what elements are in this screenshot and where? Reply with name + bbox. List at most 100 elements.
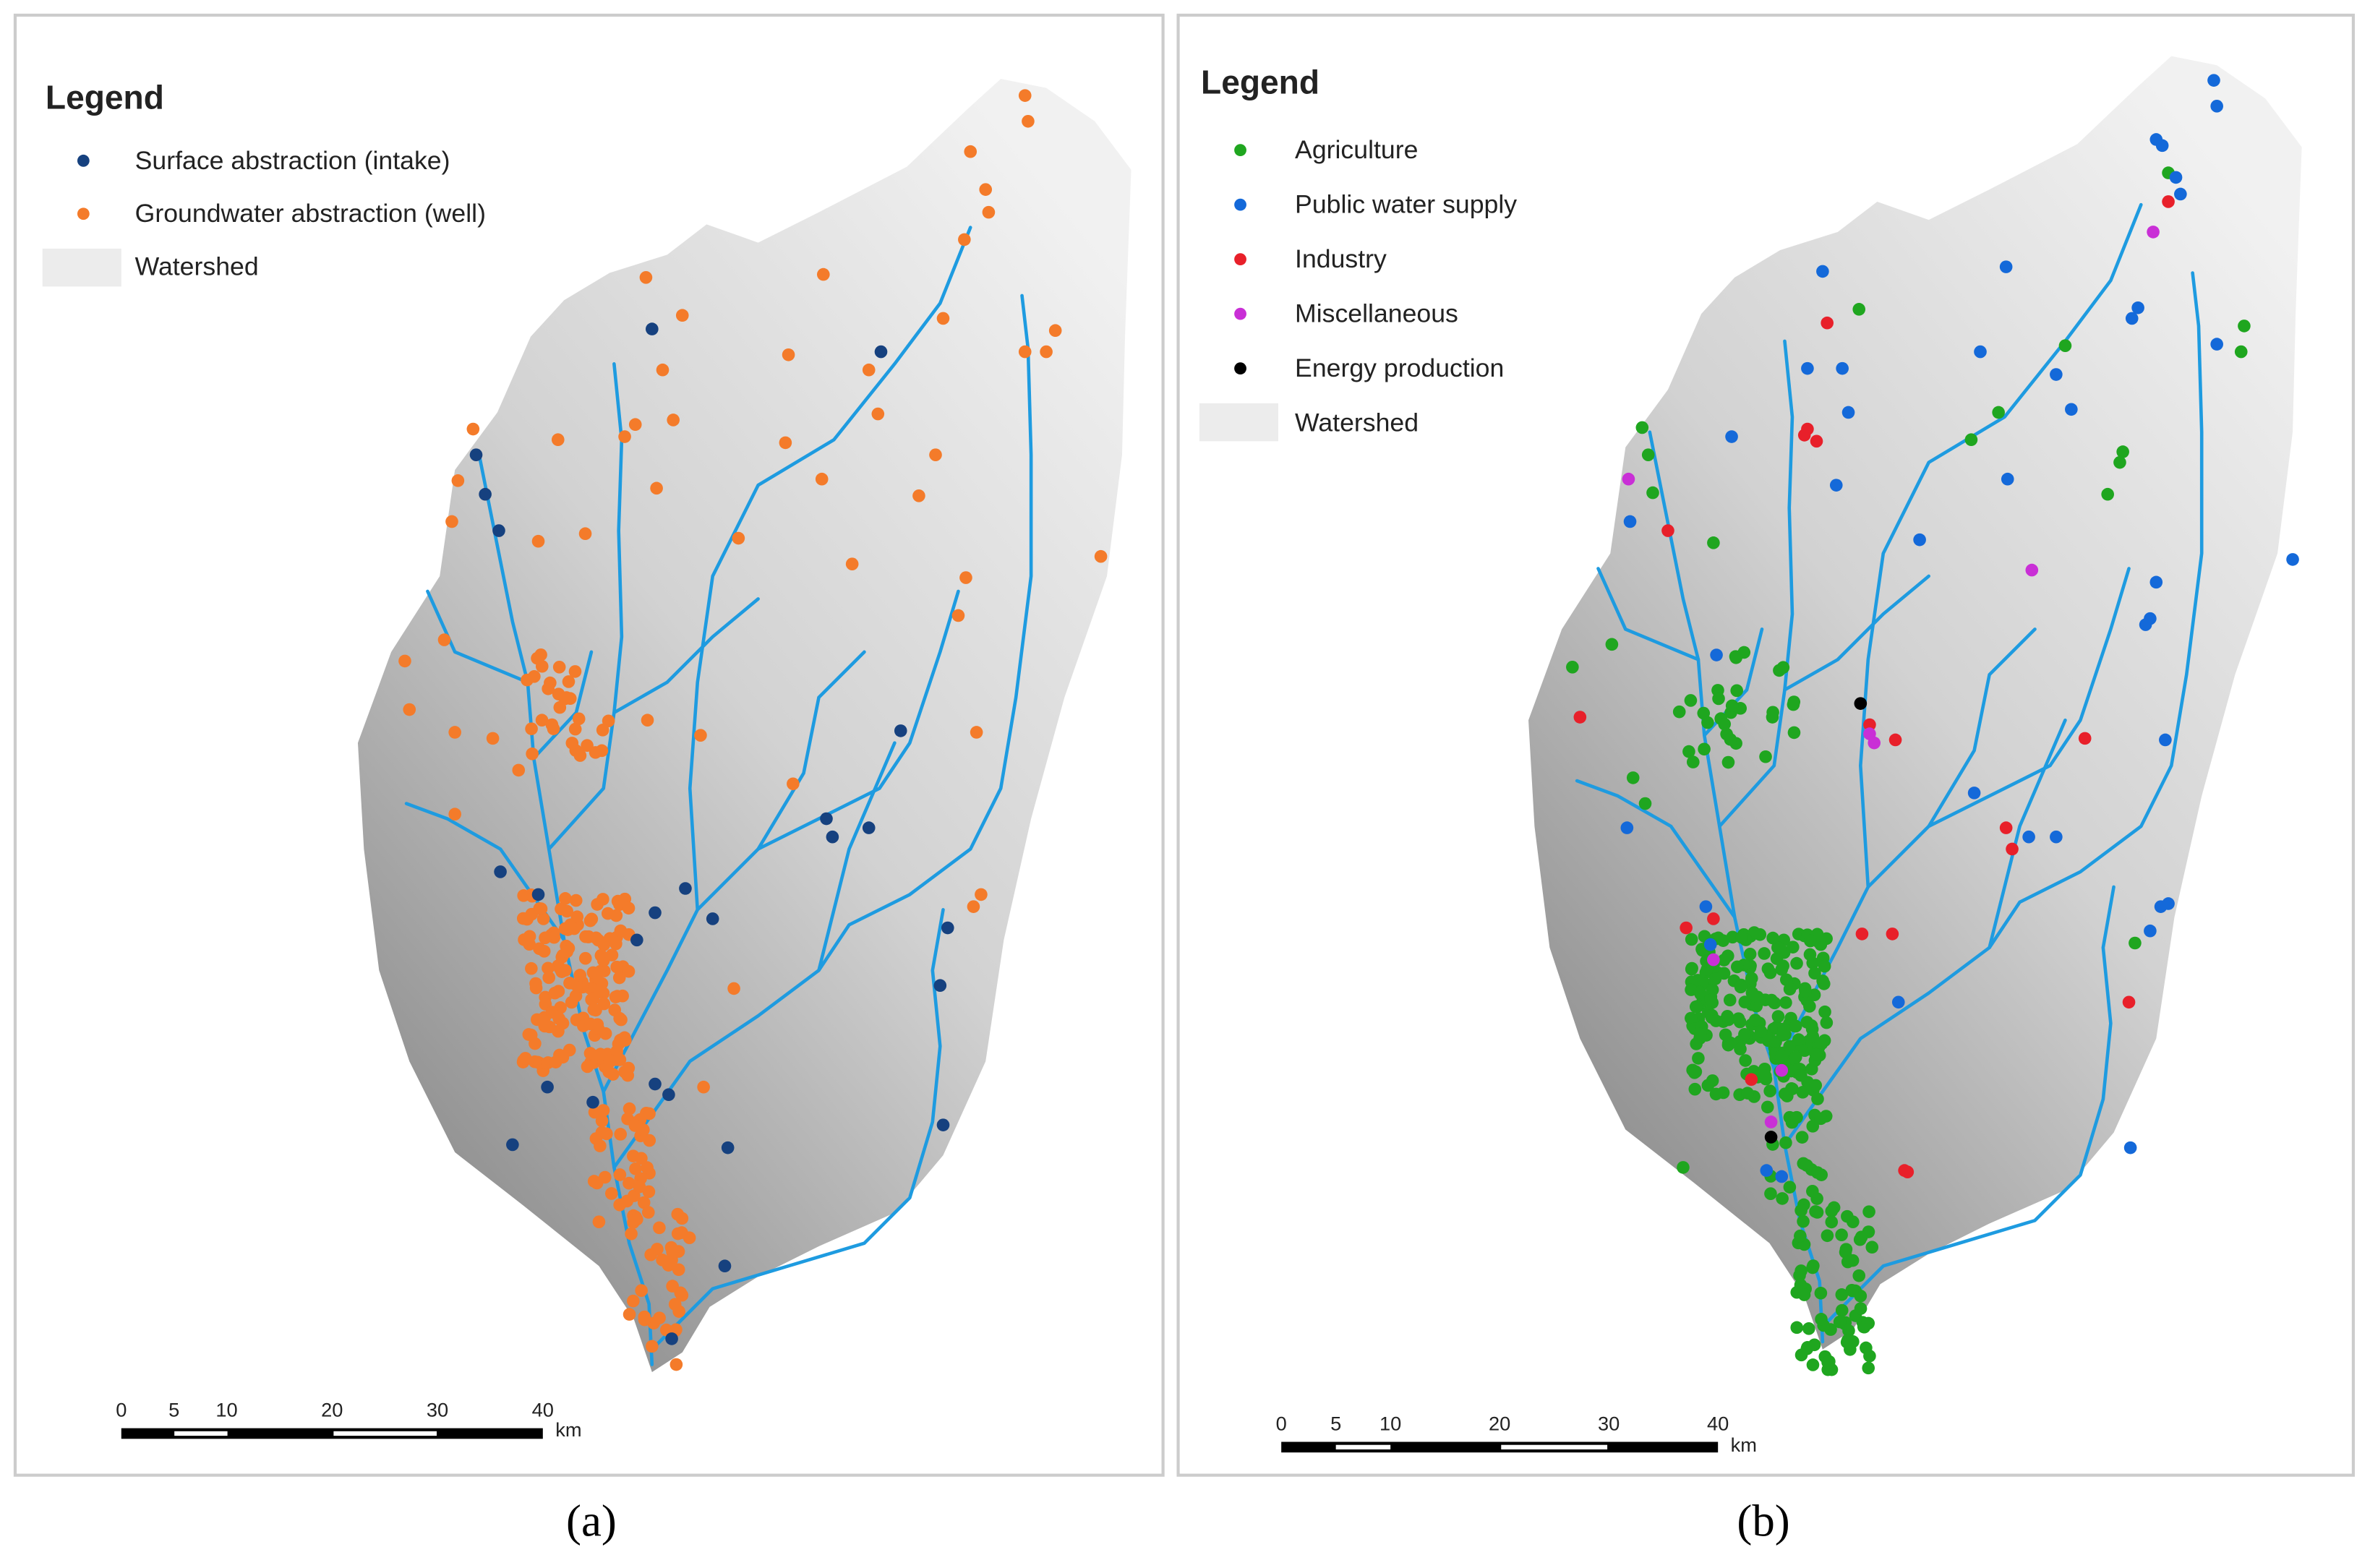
legend-item: Watershed <box>1295 408 1419 437</box>
map-point <box>2210 100 2223 113</box>
map-point <box>1818 1005 1831 1019</box>
map-point <box>536 912 550 925</box>
map-point <box>618 430 631 443</box>
map-point <box>2129 936 2142 950</box>
legend-symbol <box>77 207 90 220</box>
map-point <box>1855 927 1869 941</box>
map-point <box>535 714 549 727</box>
map-point <box>1693 1027 1707 1041</box>
legend-item: Industry <box>1295 244 1387 273</box>
map-point <box>486 732 500 745</box>
map-point <box>1040 345 1053 359</box>
map-point <box>1775 1170 1789 1183</box>
map-point <box>979 183 993 196</box>
point-layer <box>1566 74 2299 1376</box>
map-point <box>1800 1016 1814 1029</box>
map-point <box>1717 954 1731 967</box>
map-point <box>629 1162 642 1175</box>
map-point <box>1829 479 1843 492</box>
map-point <box>622 901 636 915</box>
map-point <box>2022 830 2035 844</box>
map-point <box>595 1114 609 1128</box>
map-point <box>1841 406 1855 419</box>
scale-label: 5 <box>1330 1413 1341 1435</box>
map-point <box>2050 368 2063 381</box>
map-point <box>2162 897 2175 910</box>
map-point <box>1820 1016 1834 1029</box>
map-point <box>526 747 539 761</box>
map-point <box>929 448 942 461</box>
map-point <box>1724 733 1737 746</box>
map-point <box>637 1196 651 1209</box>
map-point <box>1716 934 1730 947</box>
map-point <box>2169 171 2183 184</box>
scale-label: 20 <box>1489 1413 1510 1435</box>
map-point <box>671 1207 685 1221</box>
map-point <box>679 882 692 895</box>
map-point <box>1701 716 1714 729</box>
map-point <box>565 737 579 750</box>
map-point <box>1794 1264 1808 1277</box>
map-point <box>651 1243 664 1256</box>
map-point <box>586 1095 599 1109</box>
map-point <box>562 1043 576 1057</box>
map-point <box>552 660 566 674</box>
map-point <box>1888 733 1902 747</box>
map-point <box>646 1340 659 1353</box>
map-point <box>585 912 599 926</box>
map-point <box>569 894 583 907</box>
map-point <box>448 807 461 821</box>
map-point <box>669 1358 683 1371</box>
map-point <box>1809 1079 1823 1092</box>
map-point <box>1992 406 2005 419</box>
map-point <box>524 1028 538 1042</box>
map-point <box>494 865 507 878</box>
map-point <box>1566 660 1579 674</box>
map-point <box>639 271 653 284</box>
map-point <box>1854 697 1868 710</box>
map-point <box>1723 993 1737 1007</box>
map-point <box>594 1139 607 1152</box>
map-point <box>1967 787 1981 800</box>
map-point <box>1730 684 1743 698</box>
map-point <box>1741 1087 1754 1100</box>
map-point <box>1783 982 1797 996</box>
map-point <box>1701 1079 1715 1092</box>
map-point <box>537 945 551 958</box>
scale-label: 0 <box>116 1399 127 1421</box>
map-point <box>542 961 555 975</box>
map-point <box>534 902 548 915</box>
map-point <box>642 1185 656 1199</box>
map-point <box>630 1212 643 1226</box>
scale-unit: km <box>555 1418 581 1441</box>
map-point <box>1771 1010 1785 1023</box>
map-point <box>643 1134 656 1147</box>
map-point <box>874 345 888 359</box>
map-point <box>525 722 538 735</box>
panel-label: (a) <box>566 1495 617 1546</box>
map-point <box>596 954 610 967</box>
legend-item: Public water supply <box>1295 190 1517 219</box>
map-point <box>1680 921 1693 935</box>
map-point <box>1775 1050 1789 1063</box>
map-point <box>1799 985 1812 998</box>
map-point <box>1841 1209 1854 1223</box>
map-point <box>531 534 545 548</box>
map-point <box>727 982 740 995</box>
map-point <box>551 433 565 447</box>
map-point <box>1735 930 1748 944</box>
map-point <box>578 527 592 541</box>
map-point <box>1745 1073 1758 1087</box>
map-point <box>2050 830 2063 844</box>
map-point <box>1759 1069 1772 1083</box>
map-point <box>1797 1157 1810 1170</box>
map-point <box>623 1176 636 1190</box>
map-point <box>1817 977 1831 990</box>
map-point <box>2101 487 2114 501</box>
map-point <box>529 977 542 990</box>
map-point <box>958 233 971 247</box>
map-point <box>2113 455 2126 469</box>
map-point <box>1685 933 1698 946</box>
legend-symbol <box>1234 362 1246 375</box>
map-point <box>623 1308 636 1321</box>
